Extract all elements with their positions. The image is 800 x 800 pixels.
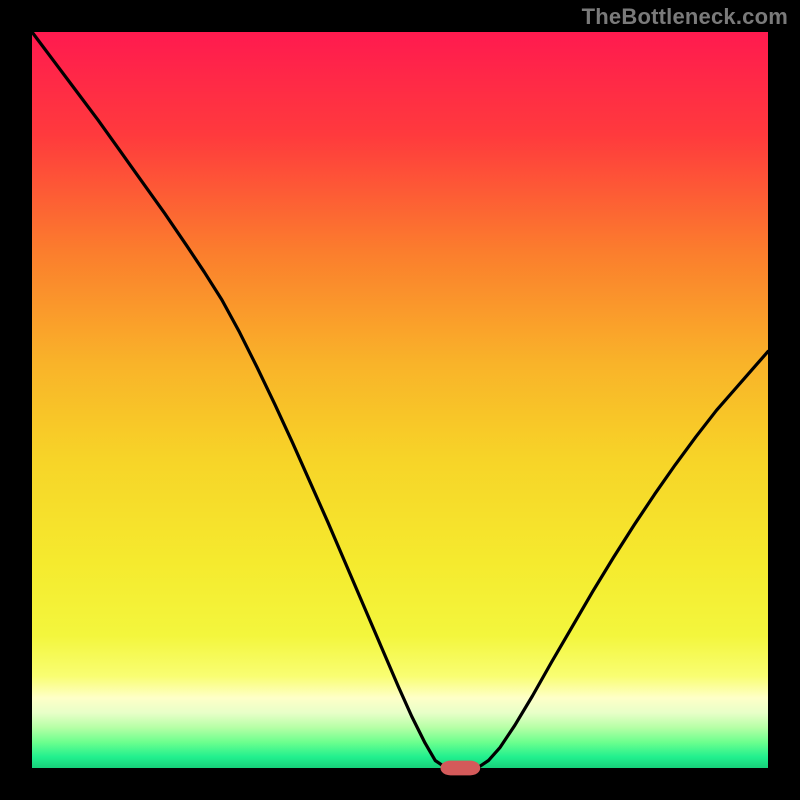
watermark-text: TheBottleneck.com — [582, 4, 788, 30]
optimal-marker — [440, 761, 480, 776]
chart-frame: TheBottleneck.com — [0, 0, 800, 800]
plot-background — [32, 32, 768, 768]
bottleneck-chart — [0, 0, 800, 800]
